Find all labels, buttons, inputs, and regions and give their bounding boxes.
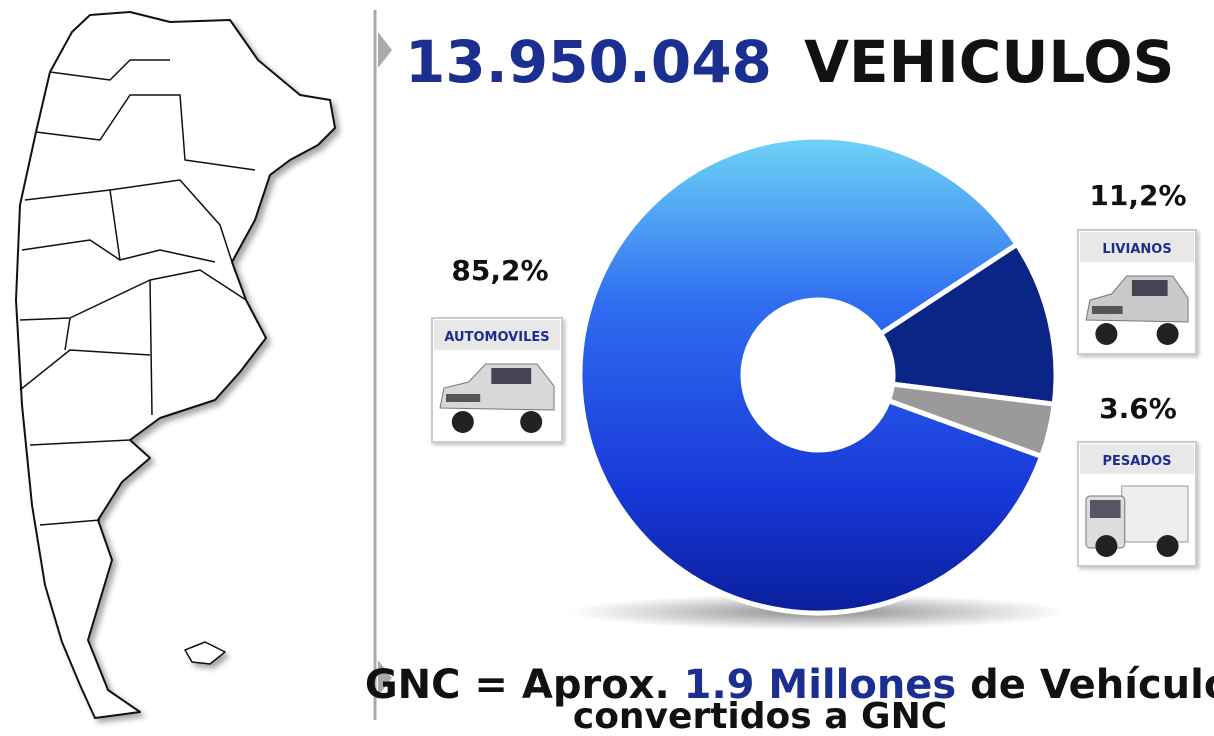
category-box: LIVIANOS [1078, 230, 1196, 354]
donut [580, 137, 1056, 613]
wheel [452, 411, 474, 433]
title-text: VEHICULOS [804, 28, 1174, 96]
car-window [491, 368, 531, 384]
category-label: LIVIANOS [1102, 242, 1171, 257]
wheel [1095, 535, 1117, 557]
car-window [1132, 280, 1168, 296]
category-label: PESADOS [1102, 454, 1171, 469]
car-grille [1092, 306, 1123, 314]
map [16, 12, 335, 718]
wheel [1095, 323, 1117, 345]
wheel [1157, 323, 1179, 345]
footer-suffix: de Vehículos [970, 662, 1214, 708]
value-label: 3.6% [1099, 392, 1177, 425]
value-label: 85,2% [451, 254, 548, 287]
category-box: PESADOS [1078, 442, 1196, 566]
category-box: AUTOMOVILES [432, 318, 562, 442]
car-grille [446, 394, 480, 402]
wheel [520, 411, 542, 433]
footer-line2: convertidos a GNC [573, 696, 947, 736]
truck-box [1122, 486, 1188, 542]
title: 13.950.048 VEHICULOS [405, 28, 1174, 96]
title-number: 13.950.048 [405, 28, 772, 96]
category-label: AUTOMOVILES [444, 330, 549, 345]
infographic: 13.950.048 VEHICULOS 85,2% AUTOMOVILES 11,… [0, 0, 1214, 736]
value-label: 11,2% [1089, 179, 1186, 212]
truck-window [1090, 500, 1121, 518]
arrow [378, 32, 392, 68]
wheel [1157, 535, 1179, 557]
